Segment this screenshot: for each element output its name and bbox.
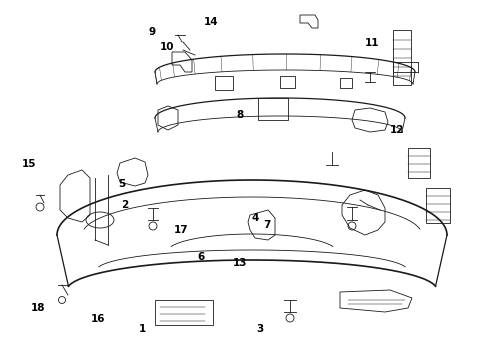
Bar <box>340 78 352 88</box>
Text: 9: 9 <box>148 27 155 37</box>
Text: 18: 18 <box>31 303 46 313</box>
Text: 1: 1 <box>139 324 146 334</box>
Text: 17: 17 <box>174 225 189 235</box>
Text: 13: 13 <box>233 258 247 268</box>
Text: 10: 10 <box>159 42 174 52</box>
Text: 15: 15 <box>22 159 37 169</box>
Text: 7: 7 <box>263 220 271 230</box>
Text: 6: 6 <box>197 252 204 262</box>
Text: 11: 11 <box>365 38 380 48</box>
Text: 14: 14 <box>203 17 218 27</box>
Bar <box>258 98 288 120</box>
Bar <box>215 76 233 90</box>
Bar <box>280 76 295 88</box>
Bar <box>408 148 430 178</box>
Bar <box>393 30 411 85</box>
Text: 2: 2 <box>122 200 128 210</box>
Bar <box>426 188 450 223</box>
Text: 16: 16 <box>91 314 105 324</box>
Text: 3: 3 <box>256 324 263 334</box>
Text: 8: 8 <box>237 110 244 120</box>
Text: 5: 5 <box>118 179 125 189</box>
Text: 12: 12 <box>390 125 404 135</box>
Text: 4: 4 <box>251 213 259 223</box>
Bar <box>155 300 213 325</box>
